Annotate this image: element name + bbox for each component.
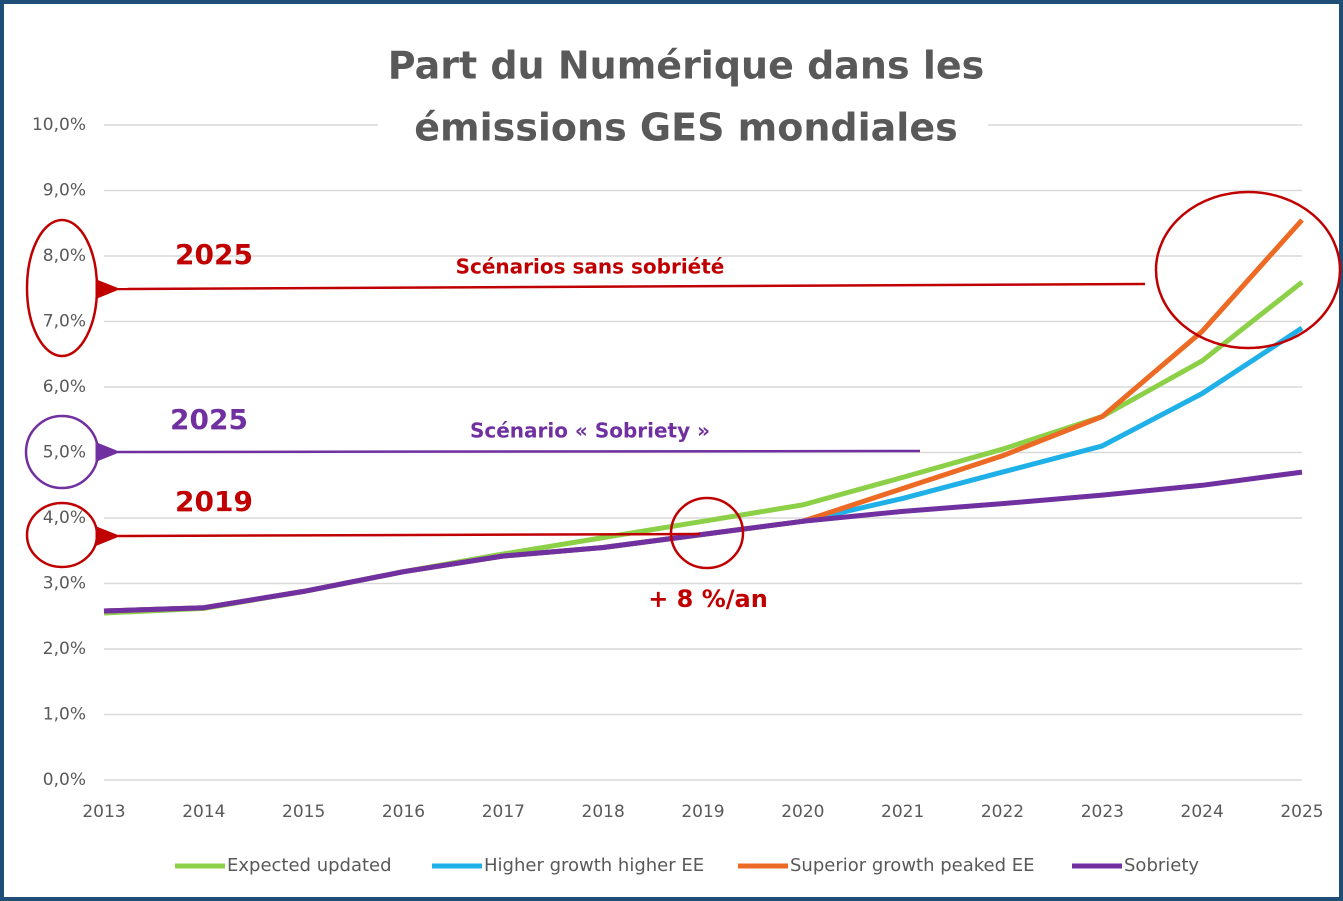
- circle: [25, 218, 99, 358]
- y-tick-label: 7,0%: [43, 312, 86, 332]
- y-tick-label: 9,0%: [43, 181, 86, 201]
- annotation-shapes: [24, 190, 1342, 570]
- chart-title: émissions GES mondiales: [414, 106, 957, 150]
- circle: [25, 501, 99, 569]
- legend-label: Superior growth peaked EE: [790, 855, 1035, 876]
- y-tick-label: 3,0%: [43, 574, 86, 594]
- y-tick-label: 5,0%: [43, 443, 86, 463]
- x-tick-label: 2020: [781, 802, 824, 822]
- y-tick-label: 6,0%: [43, 377, 86, 397]
- x-tick-label: 2025: [1280, 802, 1323, 822]
- arrow: [95, 442, 921, 463]
- circle: [24, 414, 100, 490]
- legend-label: Sobriety: [1124, 855, 1199, 876]
- x-tick-label: 2013: [82, 802, 125, 822]
- annotation: Scénarios sans sobriété: [456, 255, 725, 279]
- arrow: [95, 279, 1146, 300]
- x-tick-label: 2016: [382, 802, 425, 822]
- chart-title: Part du Numérique dans les: [388, 44, 985, 88]
- annotation: + 8 %/an: [648, 585, 768, 613]
- circle: [1154, 190, 1342, 350]
- x-tick-label: 2019: [681, 802, 724, 822]
- annotation: 2025: [175, 238, 253, 271]
- y-tick-label: 4,0%: [43, 508, 86, 528]
- legend-label: Higher growth higher EE: [484, 855, 704, 876]
- x-tick-label: 2022: [981, 802, 1024, 822]
- x-tick-label: 2018: [582, 802, 625, 822]
- series-line: [103, 469, 1303, 614]
- x-tick-label: 2024: [1181, 802, 1224, 822]
- y-tick-label: 8,0%: [43, 246, 86, 266]
- x-tick-label: 2015: [282, 802, 325, 822]
- y-tick-label: 2,0%: [43, 639, 86, 659]
- y-tick-label: 10,0%: [32, 115, 86, 135]
- y-tick-label: 1,0%: [43, 705, 86, 725]
- annotation: 2019: [175, 485, 253, 518]
- annotation: 2025: [170, 403, 248, 436]
- x-tick-label: 2014: [182, 802, 225, 822]
- x-tick-label: 2017: [482, 802, 525, 822]
- circle: [669, 496, 745, 570]
- annotation: Scénario « Sobriety »: [470, 419, 710, 443]
- title-background: [378, 40, 988, 160]
- arrow: [95, 526, 701, 547]
- x-tick-label: 2023: [1081, 802, 1124, 822]
- y-tick-label: 0,0%: [43, 770, 86, 790]
- legend-label: Expected updated: [227, 855, 392, 876]
- x-tick-label: 2021: [881, 802, 924, 822]
